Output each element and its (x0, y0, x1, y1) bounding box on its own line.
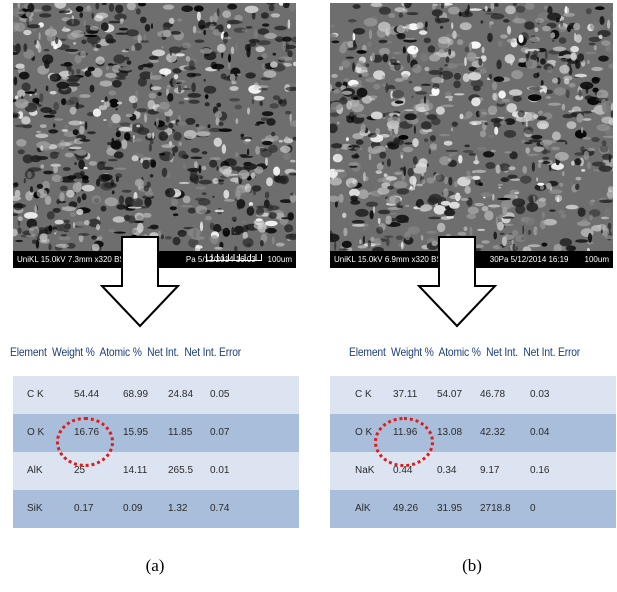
table-row: NaK 0.44 0.34 9.17 0.16 (330, 452, 616, 490)
down-arrow-icon (417, 236, 497, 328)
header-net-int: Net Int. (147, 345, 180, 359)
down-arrow-icon (100, 236, 180, 328)
table-header-a: Element Weight % Atomic % Net Int. Net I… (10, 345, 241, 359)
header-element: Element (349, 345, 386, 359)
table-header-b: Element Weight % Atomic % Net Int. Net I… (349, 345, 580, 359)
header-weight: Weight % (52, 345, 95, 359)
header-atomic: Atomic % (99, 345, 142, 359)
header-net-int-error: Net Int. Error (184, 345, 242, 359)
caption-a: (a) (145, 556, 165, 575)
sem-scale-a: 100um (267, 255, 292, 264)
panel-b: UniKL 15.0kV 6.9mm x320 BS 30Pa 5/12/2014… (327, 0, 617, 592)
sem-scale-b: 100um (584, 255, 609, 264)
header-net-int: Net Int. (486, 345, 519, 359)
header-atomic: Atomic % (438, 345, 481, 359)
table-row: AlK 49.26 31.95 2718.8 0 (330, 490, 616, 528)
eds-table-a: C K 54.44 68.99 24.84 0.05 O K 16.76 15.… (13, 376, 299, 528)
table-row: AlK 25 14.11 265.5 0.01 (13, 452, 299, 490)
sem-texture-b (330, 3, 613, 251)
sem-info-b: UniKL 15.0kV 6.9mm x320 BS 30Pa 5/12/2014… (334, 255, 569, 264)
highlight-circle-a (56, 417, 114, 467)
eds-table-b: C K 37.11 54.07 46.78 0.03 O K 11.96 13.… (330, 376, 616, 528)
header-weight: Weight % (391, 345, 434, 359)
table-row: O K 11.96 13.08 42.32 0.04 (330, 414, 616, 452)
sem-texture-a (13, 3, 296, 251)
table-row: SiK 0.17 0.09 1.32 0.74 (13, 490, 299, 528)
highlight-circle-b (374, 417, 434, 467)
header-net-int-error: Net Int. Error (523, 345, 581, 359)
header-element: Element (10, 345, 47, 359)
table-row: C K 37.11 54.07 46.78 0.03 (330, 376, 616, 414)
table-row: C K 54.44 68.99 24.84 0.05 (13, 376, 299, 414)
scale-ticks-a (206, 254, 262, 261)
caption-b: (b) (462, 556, 482, 575)
sem-micrograph-b: UniKL 15.0kV 6.9mm x320 BS 30Pa 5/12/2014… (330, 3, 613, 268)
